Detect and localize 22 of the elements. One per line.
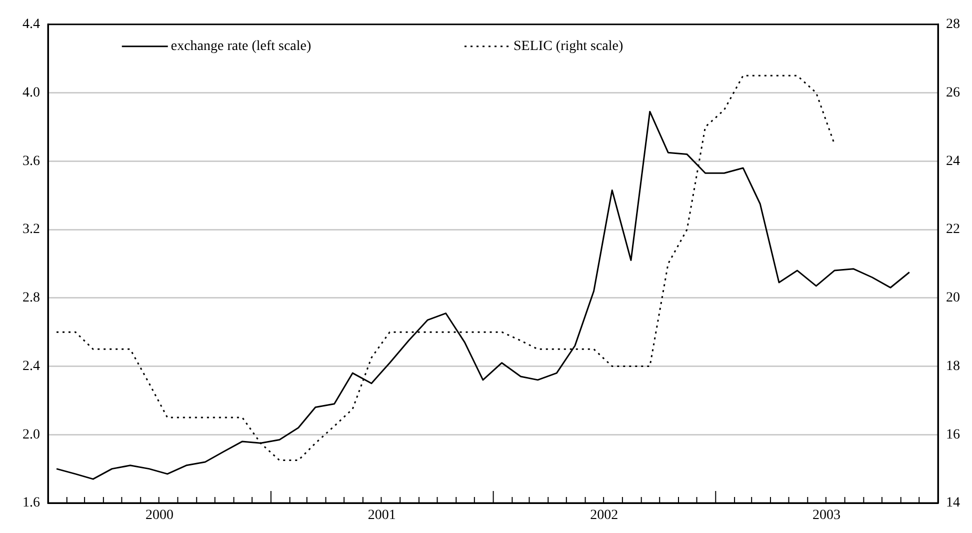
y-tick-label: 2.4 [22, 358, 40, 374]
y-tick-label: 3.2 [22, 222, 40, 238]
x-tick-label: 2000 [145, 508, 174, 524]
x-tick-label: 2001 [368, 508, 396, 524]
x-tick-label: 2003 [812, 508, 841, 524]
y-tick-label: 3.6 [22, 154, 40, 169]
y2-tick-label: 24 [946, 154, 960, 169]
y2-tick-label: 20 [946, 290, 960, 306]
y-tick-label: 4.4 [22, 17, 40, 32]
x-tick-label: 2002 [590, 508, 618, 524]
y-tick-label: 2.0 [22, 427, 40, 442]
y-tick-label: 4.0 [22, 85, 40, 100]
y2-tick-label: 26 [946, 85, 960, 100]
y2-tick-label: 16 [946, 427, 960, 442]
y2-tick-label: 22 [946, 222, 960, 238]
legend-label: exchange rate (left scale) [170, 39, 312, 54]
y2-tick-label: 18 [946, 358, 960, 374]
y-tick-label: 1.6 [22, 496, 40, 511]
y2-tick-label: 28 [946, 17, 960, 32]
y2-tick-label: 14 [946, 496, 960, 511]
y-tick-label: 2.8 [22, 290, 40, 306]
legend-label: SELIC (right scale) [514, 39, 624, 54]
